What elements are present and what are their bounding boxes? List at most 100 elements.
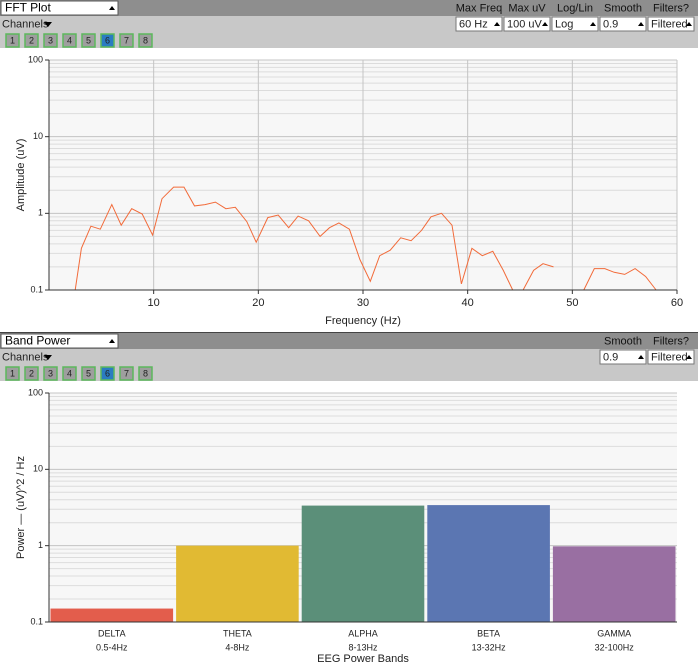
channel-box [62,366,77,381]
control-dropdown[interactable]: 100 uV [503,16,551,32]
fft-line [74,186,657,291]
control-label: Smooth [604,335,642,347]
dropdown-box [647,16,695,32]
channel-label: 6 [105,368,110,378]
channel-button[interactable]: 6 [100,366,115,381]
x-tick-label: THETA [223,628,252,638]
control-value: Log [555,18,573,30]
y-tick-label: 0.1 [30,284,43,294]
channel-label: 1 [10,368,15,378]
dropdown-arrow [109,339,115,343]
channel-button[interactable]: 3 [43,366,58,381]
channel-label: 8 [143,35,148,45]
dropdown-arrow [494,22,500,26]
control-value: Filtered [651,18,688,30]
dropdown-box [647,349,695,365]
channel-button[interactable]: 2 [24,33,39,48]
dropdown-arrow [686,355,692,359]
channel-button[interactable]: 6 [100,33,115,48]
x-tick-label: 20 [252,297,264,309]
control-value: 0.9 [603,351,618,363]
dropdown-box [599,349,647,365]
channel-box [24,366,39,381]
channel-box [138,33,153,48]
control-dropdown[interactable]: Filtered [647,349,695,365]
channel-box [119,366,134,381]
y-tick-label: 100 [28,387,43,397]
x-axis-label: EEG Power Bands [317,653,409,664]
control-value: 60 Hz [459,18,488,30]
x-tick-label: 40 [462,297,474,309]
control-label: Max uV [508,2,546,14]
band-range-label: 8-13Hz [348,642,378,652]
channel-label: 2 [29,368,34,378]
channel-button[interactable]: 8 [138,33,153,48]
channel-box [24,33,39,48]
x-tick-label: DELTA [98,628,126,638]
channel-box [62,33,77,48]
channel-box [100,33,115,48]
control-value: Filtered [651,351,688,363]
y-tick-label: 1 [38,540,43,550]
header-bar [0,0,698,16]
channel-button[interactable]: 2 [24,366,39,381]
widget-title: Band Power [5,334,70,348]
control-label: Smooth [604,2,642,14]
control-dropdown[interactable]: Log [551,16,599,32]
y-tick-label: 10 [33,464,43,474]
channel-box [5,33,20,48]
channels-menu[interactable]: Channels [2,351,52,363]
control-label: Log/Lin [557,2,593,14]
channel-button[interactable]: 1 [5,33,20,48]
widget-selector[interactable]: Band Power [0,333,119,349]
channel-label: 4 [67,35,72,45]
bar [427,505,550,622]
channel-box [138,366,153,381]
channel-label: 2 [29,35,34,45]
control-dropdown[interactable]: 0.9 [599,16,647,32]
control-dropdown[interactable]: 60 Hz [455,16,503,32]
dropdown-arrow [638,355,644,359]
control-dropdown[interactable]: Filtered [647,16,695,32]
control-label: Max Freq [456,2,502,14]
channel-button[interactable]: 3 [43,33,58,48]
dropdown-box [0,0,119,16]
x-tick-label: BETA [477,628,500,638]
channel-box [5,366,20,381]
channels-arrow [44,355,52,360]
widget-selector[interactable]: FFT Plot [0,0,119,16]
control-label: Filters? [653,2,689,14]
x-tick-label: ALPHA [348,628,378,638]
x-tick-label: GAMMA [597,628,631,638]
channel-button[interactable]: 7 [119,33,134,48]
dropdown-box [551,16,599,32]
bar [301,505,425,622]
channel-label: 6 [105,35,110,45]
channel-box [43,366,58,381]
channel-box [43,33,58,48]
control-label: Filters? [653,335,689,347]
channel-button[interactable]: 5 [81,33,96,48]
control-dropdown[interactable]: 0.9 [599,349,647,365]
channel-button[interactable]: 5 [81,366,96,381]
y-axis-label: Amplitude (uV) [15,139,27,212]
channel-label: 5 [86,35,91,45]
channel-label: 3 [48,35,53,45]
channels-menu[interactable]: Channels [2,18,52,30]
channel-button[interactable]: 1 [5,366,20,381]
channel-label: 4 [67,368,72,378]
x-tick-label: 10 [148,297,160,309]
dropdown-box [0,333,119,349]
dropdown-box [599,16,647,32]
channel-box [81,366,96,381]
dropdown-box [503,16,551,32]
y-axis-label: Power — (uV)^2 / Hz [15,456,27,559]
y-tick-label: 10 [33,131,43,141]
channel-button[interactable]: 7 [119,366,134,381]
channel-button[interactable]: 8 [138,366,153,381]
control-value: 0.9 [603,18,618,30]
x-tick-label: 60 [671,297,683,309]
channel-button[interactable]: 4 [62,33,77,48]
channel-button[interactable]: 4 [62,366,77,381]
